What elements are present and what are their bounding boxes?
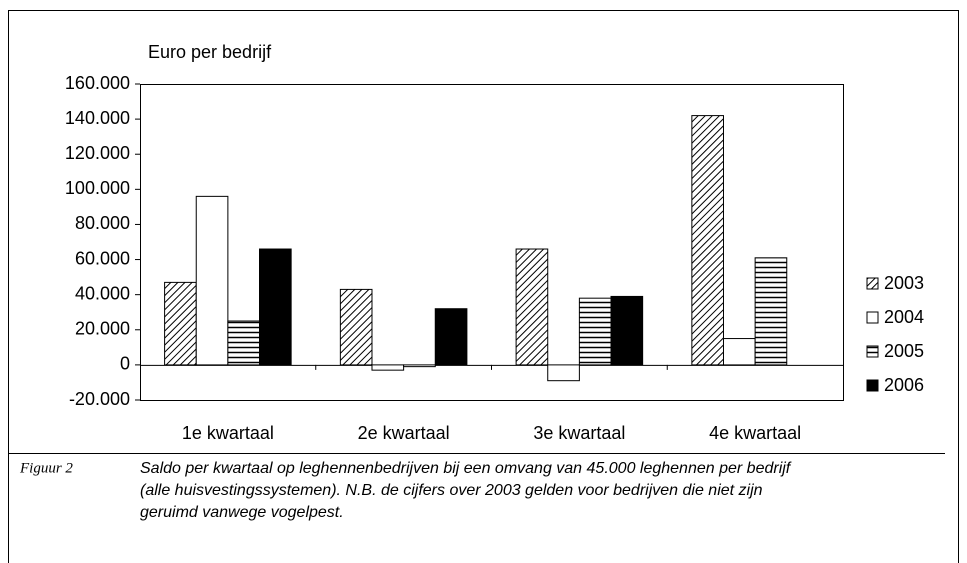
bar [722,338,756,366]
legend-swatch [866,311,879,324]
y-axis-label: Euro per bedrijf [148,42,272,62]
y-tick-label: 120.000 [65,143,130,163]
legend-label: 2006 [884,375,924,395]
legend-label: 2005 [884,341,924,361]
bar [227,320,261,366]
legend-swatch [866,379,879,392]
y-tick-label: 140.000 [65,108,130,128]
bar [691,115,724,366]
bar [339,288,373,366]
frame [8,10,959,563]
x-tick-label: 1e kwartaal [182,423,274,443]
bar [547,364,580,382]
bar [195,195,229,366]
bar [610,295,644,366]
x-tick-label: 3e kwartaal [533,423,625,443]
caption-label: Figuur 2 [19,460,73,476]
bar [403,364,436,368]
x-tick-label: 2e kwartaal [358,423,450,443]
bar [578,297,612,366]
plot-area [140,84,844,401]
legend-label: 2004 [884,307,924,327]
bar [371,364,405,371]
y-tick-label: 60.000 [75,248,130,268]
bar [754,257,788,366]
caption-line: Saldo per kwartaal op leghennenbedrijven… [140,460,792,477]
y-tick-label: 100.000 [65,178,130,198]
y-tick-label: 160.000 [65,73,130,93]
bar [434,308,468,366]
legend-swatch [866,277,879,290]
bar [515,248,549,366]
legend-swatch [866,345,879,358]
bar [164,281,197,366]
y-tick-label: 80.000 [75,213,130,233]
caption-line: geruimd vanwege vogelpest. [140,504,344,521]
y-tick-label: -20.000 [69,389,130,409]
y-tick-label: 0 [120,354,130,374]
y-tick-label: 20.000 [75,319,130,339]
x-tick-label: 4e kwartaal [709,423,801,443]
caption-line: (alle huisvestingssystemen). N.B. de cij… [140,482,763,499]
legend-label: 2003 [884,273,924,293]
y-tick-label: 40.000 [75,283,130,303]
bar [259,248,292,366]
